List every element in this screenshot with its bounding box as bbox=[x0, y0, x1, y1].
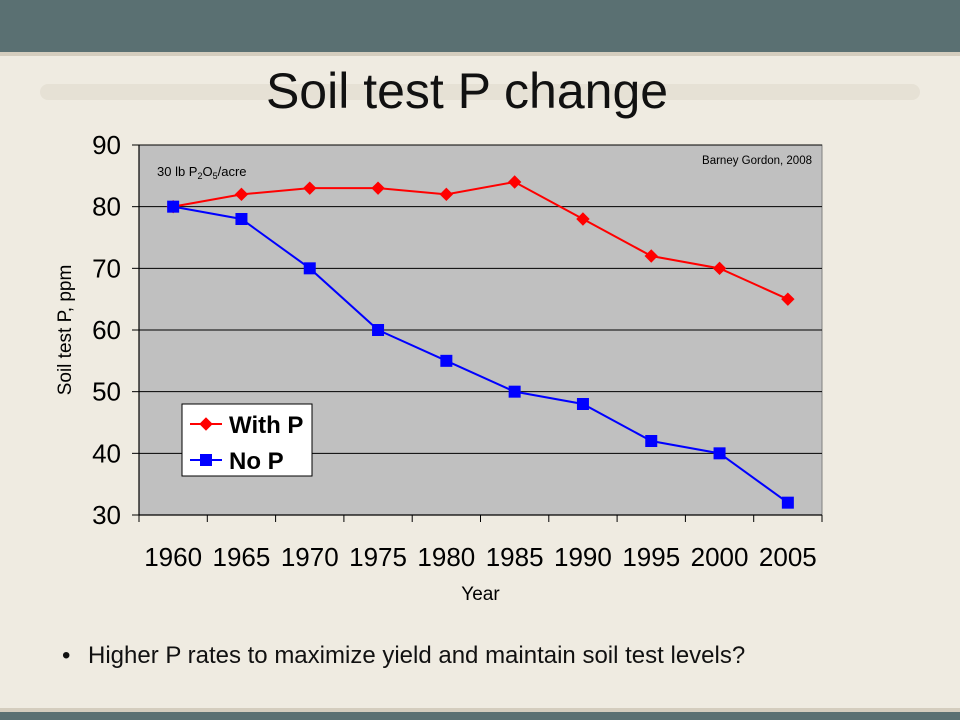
x-tick-label: 1990 bbox=[554, 542, 612, 572]
point-no-p bbox=[576, 398, 589, 410]
point-with-p bbox=[439, 187, 454, 202]
footer-divider bbox=[0, 708, 960, 712]
point-no-p bbox=[781, 496, 794, 509]
y-tick-label: 50 bbox=[92, 377, 121, 407]
point-with-p bbox=[712, 261, 727, 276]
legend-marker-with-p bbox=[199, 417, 213, 431]
x-tick-label: 1965 bbox=[213, 542, 271, 572]
point-no-p bbox=[167, 200, 180, 213]
bullet-text: Higher P rates to maximize yield and mai… bbox=[88, 642, 746, 669]
point-no-p bbox=[713, 447, 726, 460]
point-with-p bbox=[644, 249, 658, 263]
point-with-p bbox=[234, 187, 249, 202]
legend: With P No P bbox=[181, 403, 313, 477]
legend-marker-no-p bbox=[200, 454, 212, 466]
legend-label-no-p: No P bbox=[229, 448, 284, 475]
point-with-p bbox=[371, 181, 385, 195]
y-tick-label: 80 bbox=[92, 192, 121, 222]
x-tick-label: 1980 bbox=[417, 542, 475, 572]
footer-bar bbox=[0, 712, 960, 720]
x-axis-title: Year bbox=[461, 584, 500, 605]
y-tick-label: 40 bbox=[92, 438, 121, 468]
annotation-rate: 30 lb P2O5/acre bbox=[157, 164, 247, 181]
slide-title: Soil test P change bbox=[265, 63, 669, 119]
point-no-p bbox=[303, 262, 316, 275]
x-tick-label: 1985 bbox=[486, 542, 544, 572]
bullet-marker: • bbox=[62, 642, 71, 669]
y-tick-label: 70 bbox=[92, 253, 121, 283]
x-tick-label: 2005 bbox=[759, 542, 817, 572]
point-no-p bbox=[508, 385, 521, 398]
x-tick-label: 2000 bbox=[691, 542, 749, 572]
x-tick-label: 1960 bbox=[144, 542, 202, 572]
point-with-p bbox=[507, 175, 522, 189]
bullet-point: • Higher P rates to maximize yield and ma… bbox=[62, 642, 745, 670]
point-no-p bbox=[235, 213, 248, 225]
header-divider bbox=[0, 52, 960, 56]
point-with-p bbox=[781, 292, 795, 306]
point-no-p bbox=[645, 435, 658, 447]
y-tick-label: 30 bbox=[92, 500, 121, 530]
y-axis-title: Soil test P, ppm bbox=[55, 265, 76, 396]
annotation-source: Barney Gordon, 2008 bbox=[702, 155, 812, 167]
y-tick-label: 90 bbox=[92, 130, 121, 160]
header-bar bbox=[0, 0, 960, 52]
legend-label-with-p: With P bbox=[229, 412, 303, 439]
series-line-with-p bbox=[172, 180, 789, 301]
series-line-no-p bbox=[172, 205, 789, 504]
y-tick-label: 60 bbox=[92, 315, 121, 345]
point-with-p bbox=[576, 212, 590, 226]
title-underglow bbox=[40, 84, 920, 100]
x-tick-label: 1970 bbox=[281, 542, 339, 572]
point-with-p bbox=[303, 181, 317, 195]
point-no-p bbox=[372, 324, 385, 336]
point-no-p bbox=[440, 354, 453, 367]
x-tick-label: 1975 bbox=[349, 542, 407, 572]
x-tick-label: 1995 bbox=[622, 542, 680, 572]
